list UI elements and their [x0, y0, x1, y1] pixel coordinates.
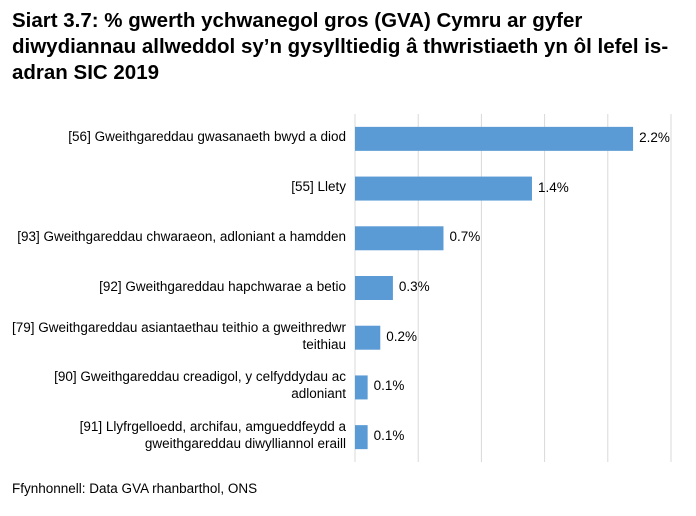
data-label: 0.2%: [386, 328, 418, 344]
data-label: 0.3%: [398, 279, 430, 294]
data-label: 0.7%: [449, 229, 481, 245]
bar: [355, 325, 381, 350]
data-label: 2.2%: [639, 129, 670, 145]
category-label: [93] Gweithgareddau chwaraeon, adloniant…: [17, 228, 346, 244]
chart-title: Siart 3.7: % gwerth ychwanegol gros (GVA…: [12, 9, 669, 84]
source-note: Ffynhonnell: Data GVA rhanbarthol, ONS: [12, 481, 258, 496]
category-label: [56] Gweithgareddau gwasanaeth bwyd a di…: [68, 129, 346, 145]
bar: [355, 276, 393, 300]
data-label: 1.4%: [537, 179, 569, 195]
category-label: [91] Llyfrgelloedd, archifau, amgueddfey…: [79, 419, 346, 452]
category-label: [90] Gweithgareddau creadigol, y celfydd…: [54, 369, 346, 402]
category-label: [92] Gweithgareddau hapchwarae a betio: [99, 278, 346, 294]
bar: [355, 375, 368, 400]
data-label: 0.1%: [373, 428, 405, 444]
bar: [355, 226, 444, 251]
bar: [355, 176, 532, 201]
data-label: 0.1%: [373, 378, 405, 394]
category-label: [79] Gweithgareddau asiantaethau teithio…: [12, 319, 346, 352]
bar: [355, 126, 634, 151]
bar: [355, 425, 368, 450]
category-label: [55] Llety: [291, 179, 346, 195]
